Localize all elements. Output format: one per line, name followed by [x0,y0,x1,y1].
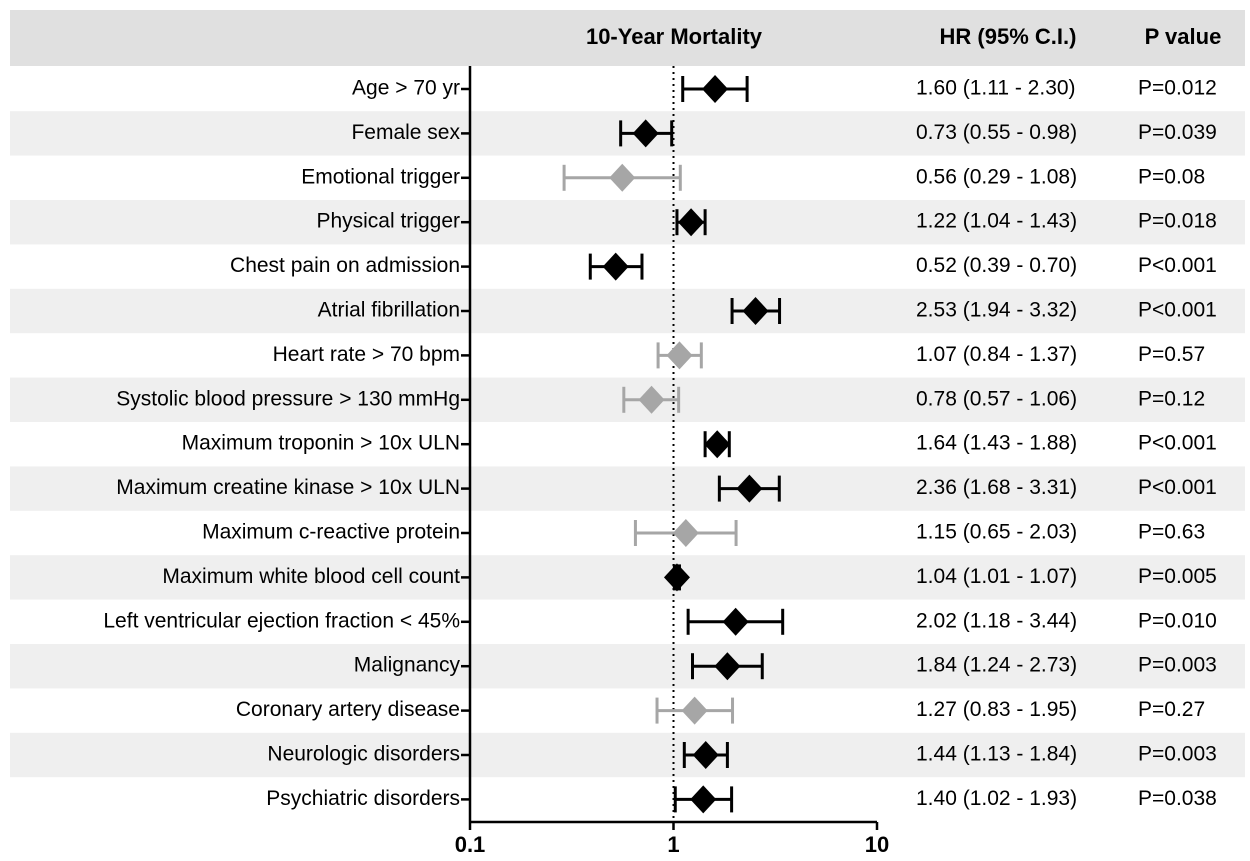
row-label: Maximum troponin > 10x ULN [182,432,460,455]
p-label: P=0.038 [1138,787,1217,810]
hr-label: 1.04 (1.01 - 1.07) [916,565,1077,588]
hr-label: 0.73 (0.55 - 0.98) [916,121,1077,144]
hr-label: 1.27 (0.83 - 1.95) [916,698,1077,721]
row-label: Physical trigger [316,210,460,233]
hr-header: HR (95% C.I.) [940,24,1077,49]
estimate-diamond [690,785,717,814]
hr-label: 0.78 (0.57 - 1.06) [916,387,1077,410]
row-label: Female sex [351,121,460,144]
hr-label: 1.60 (1.11 - 2.30) [916,77,1076,100]
estimate-diamond [632,119,659,148]
row-label: Neurologic disorders [267,743,460,766]
p-label: P=0.003 [1138,654,1217,677]
x-tick-label: 0.1 [455,832,486,857]
row-band [10,200,1245,245]
estimate-diamond [663,563,690,592]
p-label: P=0.005 [1138,565,1217,588]
estimate-diamond [672,519,699,547]
row-label: Malignancy [354,654,461,677]
hr-label: 2.02 (1.18 - 3.44) [916,609,1077,632]
hr-label: 1.44 (1.13 - 1.84) [916,743,1077,766]
row-label: Left ventricular ejection fraction < 45% [103,609,460,632]
hr-label: 0.52 (0.39 - 0.70) [916,254,1077,277]
p-label: P=0.63 [1138,521,1205,544]
row-label: Maximum creatine kinase > 10x ULN [116,476,460,499]
row-label: Systolic blood pressure > 130 mmHg [116,387,460,410]
estimate-diamond [609,163,636,192]
estimate-diamond [692,741,719,769]
estimate-diamond [722,607,749,636]
row-band [10,466,1245,511]
estimate-diamond [736,474,763,503]
x-tick-label: 10 [865,832,889,857]
row-band [10,288,1245,334]
hr-label: 1.84 (1.24 - 2.73) [916,654,1077,677]
p-label: P=0.08 [1138,165,1205,188]
hr-label: 2.36 (1.68 - 3.31) [916,476,1077,499]
estimate-diamond [602,252,629,281]
x-tick-label: 1 [667,832,679,857]
row-label: Maximum white blood cell count [162,565,460,588]
estimate-diamond [678,208,705,237]
header-band [10,10,1245,66]
p-label: P<0.001 [1138,299,1217,322]
row-label: Coronary artery disease [236,698,460,721]
row-label: Heart rate > 70 bpm [273,343,460,366]
row-label: Age > 70 yr [352,77,460,100]
p-label: P=0.010 [1138,609,1217,632]
p-label: P=0.27 [1138,698,1205,721]
estimate-diamond [742,297,769,325]
row-band [10,732,1245,778]
p-header: P value [1145,24,1222,49]
p-label: P=0.12 [1138,387,1205,410]
hr-label: 1.40 (1.02 - 1.93) [916,787,1077,810]
estimate-diamond [714,652,741,681]
hr-label: 2.53 (1.94 - 3.32) [916,299,1077,322]
p-label: P=0.012 [1138,77,1217,100]
estimate-diamond [702,75,729,103]
row-label: Emotional trigger [301,165,460,188]
row-band [10,644,1245,689]
row-label: Chest pain on admission [230,254,460,277]
estimate-diamond [638,385,665,414]
p-label: P=0.003 [1138,743,1217,766]
hr-label: 1.15 (0.65 - 2.03) [916,521,1077,544]
estimate-diamond [666,341,693,370]
hr-label: 1.64 (1.43 - 1.88) [916,432,1077,455]
p-label: P<0.001 [1138,476,1217,499]
row-label: Psychiatric disorders [266,787,460,810]
p-label: P=0.018 [1138,210,1217,233]
hr-label: 0.56 (0.29 - 1.08) [916,165,1077,188]
row-band [10,555,1245,600]
hr-label: 1.22 (1.04 - 1.43) [916,210,1077,233]
estimate-diamond [681,696,708,725]
p-label: P=0.039 [1138,121,1217,144]
hr-label: 1.07 (0.84 - 1.37) [916,343,1077,366]
p-label: P=0.57 [1138,343,1205,366]
row-label: Maximum c-reactive protein [202,521,460,544]
p-label: P<0.001 [1138,432,1217,455]
estimate-diamond [704,430,731,459]
chart-title: 10-Year Mortality [586,24,763,49]
p-label: P<0.001 [1138,254,1217,277]
row-label: Atrial fibrillation [318,299,460,322]
